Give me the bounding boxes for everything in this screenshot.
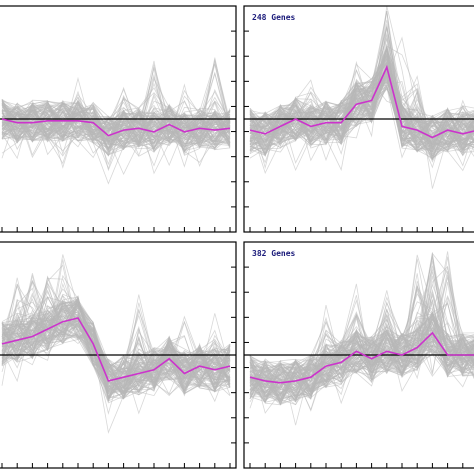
gene-profile-line xyxy=(1,101,231,157)
gene-profile-line xyxy=(1,99,231,163)
gene-profile-line xyxy=(1,90,231,148)
gene-profile-line xyxy=(249,301,474,387)
chart-panel-3 xyxy=(0,241,237,469)
gene-profile-line xyxy=(249,266,474,403)
plot-area xyxy=(244,6,474,189)
chart-panel-2: 248 Genes xyxy=(243,5,474,233)
gene-profile-line xyxy=(1,102,231,148)
mean-profile-line xyxy=(249,331,474,384)
gene-profile-line xyxy=(1,296,231,389)
chart-panel-4: 382 Genes xyxy=(243,241,474,469)
chart-panel-1 xyxy=(0,5,237,233)
gene-profile-line xyxy=(249,271,474,402)
panel-frame xyxy=(243,5,474,233)
gene-profile-line xyxy=(1,111,231,148)
gene-profile-line xyxy=(1,264,231,390)
gene-profile-line xyxy=(249,335,474,389)
gene-profile-line xyxy=(249,76,474,147)
cluster-gene-count-label: 382 Genes xyxy=(252,249,296,258)
gene-profile-line xyxy=(249,65,474,145)
panel-frame xyxy=(243,241,474,469)
gene-profile-line xyxy=(249,300,474,384)
panel-frame xyxy=(0,5,237,233)
gene-profile-line xyxy=(1,305,231,402)
gene-profile-line xyxy=(249,83,474,147)
plot-area xyxy=(0,57,236,185)
gene-profile-line xyxy=(1,103,231,144)
gene-profile-line xyxy=(1,100,231,143)
gene-profile-line xyxy=(249,285,474,396)
gene-profile-line xyxy=(1,60,231,146)
gene-profile-line xyxy=(249,314,474,392)
gene-profile-line xyxy=(1,105,231,169)
plot-area xyxy=(0,254,236,434)
gene-profile-line xyxy=(249,318,474,391)
panel-frame xyxy=(0,241,237,469)
gene-profile-line xyxy=(1,63,231,167)
plot-area xyxy=(244,251,474,426)
gene-profile-line xyxy=(249,81,474,144)
cluster-gene-count-label: 248 Genes xyxy=(252,13,296,22)
gene-profile-line xyxy=(1,301,231,399)
gene-profile-line xyxy=(249,76,474,160)
mean-profile-line xyxy=(1,317,231,382)
mean-profile-line xyxy=(1,118,231,137)
mean-profile-line xyxy=(249,64,474,139)
gene-profile-line xyxy=(249,314,474,398)
